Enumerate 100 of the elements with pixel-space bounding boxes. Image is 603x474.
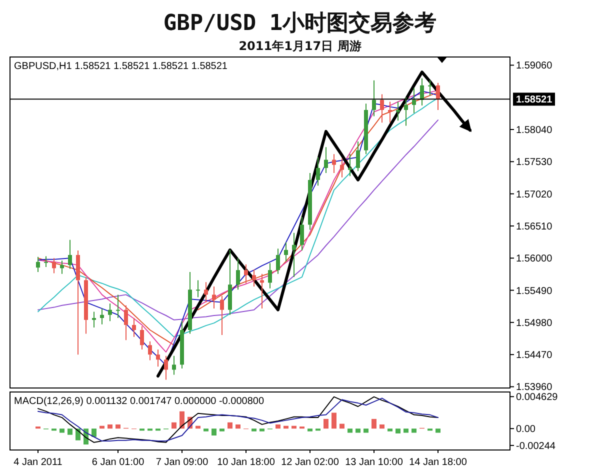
ref-line-label: 1.58521 bbox=[516, 94, 553, 106]
candlestick bbox=[340, 158, 344, 178]
bar bbox=[172, 422, 176, 429]
bar bbox=[412, 428, 416, 433]
candlestick bbox=[436, 82, 440, 110]
candlestick bbox=[36, 256, 40, 272]
candlestick bbox=[276, 248, 280, 274]
bar bbox=[348, 428, 352, 433]
y-tick-label: 0.004629 bbox=[516, 392, 558, 404]
candlestick bbox=[260, 273, 264, 310]
y-tick-label: 1.56000 bbox=[516, 254, 553, 265]
y-tick-label: -0.00244 bbox=[516, 440, 556, 452]
candlestick bbox=[212, 286, 216, 310]
bar bbox=[396, 428, 400, 434]
bar bbox=[228, 422, 232, 429]
candlestick bbox=[68, 239, 72, 270]
bar bbox=[92, 428, 96, 437]
candlestick bbox=[396, 101, 400, 122]
candlestick bbox=[132, 318, 136, 338]
candlestick bbox=[100, 308, 104, 325]
candlestick bbox=[156, 349, 160, 368]
candlestick bbox=[236, 258, 240, 290]
candlestick bbox=[52, 258, 56, 274]
candlestick bbox=[164, 355, 168, 380]
candlestick bbox=[220, 295, 224, 336]
candlestick bbox=[372, 80, 376, 117]
x-tick-label: 6 Jan 01:00 bbox=[92, 457, 145, 468]
bar bbox=[180, 411, 184, 429]
bar bbox=[404, 428, 408, 433]
bar bbox=[252, 428, 256, 432]
candlestick bbox=[324, 146, 328, 174]
bar bbox=[332, 412, 336, 429]
annotation: GBPUSD,H1 1.58521 1.58521 1.58521 1.58521 bbox=[14, 61, 228, 72]
candlestick bbox=[108, 303, 112, 322]
candlestick bbox=[348, 154, 352, 177]
y-tick-label: 1.53960 bbox=[516, 382, 553, 394]
candlestick bbox=[244, 264, 248, 284]
bar bbox=[364, 428, 368, 433]
candlestick bbox=[60, 260, 64, 274]
annotation: MACD(12,26,9) 0.001132 0.001747 0.000000 -0.000800 bbox=[14, 396, 264, 407]
y-tick-label: 1.57020 bbox=[516, 189, 553, 200]
candlestick bbox=[92, 311, 96, 328]
candlestick bbox=[196, 280, 200, 298]
bar bbox=[340, 424, 344, 429]
chart-subtitle: 2011年1月17日 周游 bbox=[238, 39, 362, 53]
bar bbox=[292, 426, 296, 429]
candlestick bbox=[428, 80, 432, 96]
candlestick bbox=[420, 78, 424, 106]
bar bbox=[436, 428, 440, 433]
bar bbox=[108, 424, 112, 429]
bar bbox=[212, 428, 216, 436]
candlestick bbox=[380, 94, 384, 124]
candlestick bbox=[140, 326, 144, 350]
bar bbox=[68, 428, 72, 435]
x-tick-label: 7 Jan 09:00 bbox=[156, 457, 209, 468]
bar bbox=[372, 418, 376, 429]
y-tick-label: 0.00 bbox=[516, 424, 536, 436]
candlestick bbox=[148, 340, 152, 361]
candlestick bbox=[412, 87, 416, 114]
y-tick-label: 1.54470 bbox=[516, 350, 553, 362]
candlestick bbox=[284, 242, 288, 262]
candlestick bbox=[404, 96, 408, 126]
x-tick-label: 4 Jan 2011 bbox=[14, 457, 63, 468]
line-series bbox=[38, 120, 438, 320]
candlestick bbox=[268, 262, 272, 289]
candlestick bbox=[44, 256, 48, 268]
candlestick bbox=[172, 355, 176, 376]
x-tick-label: 14 Jan 18:00 bbox=[409, 457, 468, 468]
y-tick-label: 1.56510 bbox=[516, 221, 553, 232]
y-tick-label: 1.57530 bbox=[516, 157, 553, 168]
bar bbox=[204, 428, 208, 432]
candlestick bbox=[332, 154, 336, 174]
bar bbox=[276, 424, 280, 429]
candlestick bbox=[388, 101, 392, 124]
candlestick bbox=[300, 216, 304, 252]
x-tick-label: 10 Jan 18:00 bbox=[217, 457, 276, 468]
candlestick bbox=[252, 268, 256, 287]
y-tick-label: 1.55490 bbox=[516, 286, 553, 297]
y-tick-label: 1.59060 bbox=[516, 60, 553, 72]
bar bbox=[260, 428, 264, 432]
candlestick bbox=[292, 232, 296, 278]
bar bbox=[356, 428, 360, 433]
x-tick-label: 12 Jan 02:00 bbox=[281, 457, 340, 468]
bar bbox=[308, 428, 312, 432]
bar bbox=[284, 426, 288, 429]
bar bbox=[100, 426, 104, 429]
x-tick-label: 13 Jan 10:00 bbox=[345, 457, 404, 468]
bar bbox=[116, 424, 120, 429]
bar bbox=[236, 424, 240, 429]
bar bbox=[388, 428, 392, 432]
bar bbox=[196, 426, 200, 429]
bar bbox=[60, 428, 64, 433]
candlestick bbox=[316, 156, 320, 186]
bar bbox=[324, 418, 328, 429]
candlestick bbox=[116, 294, 120, 319]
candlestick bbox=[356, 140, 360, 172]
chart-title: GBP/USD 1小时图交易参考 bbox=[163, 10, 437, 36]
candlestick bbox=[124, 304, 128, 341]
y-tick-label: 1.58040 bbox=[516, 125, 553, 136]
bar bbox=[380, 424, 384, 429]
